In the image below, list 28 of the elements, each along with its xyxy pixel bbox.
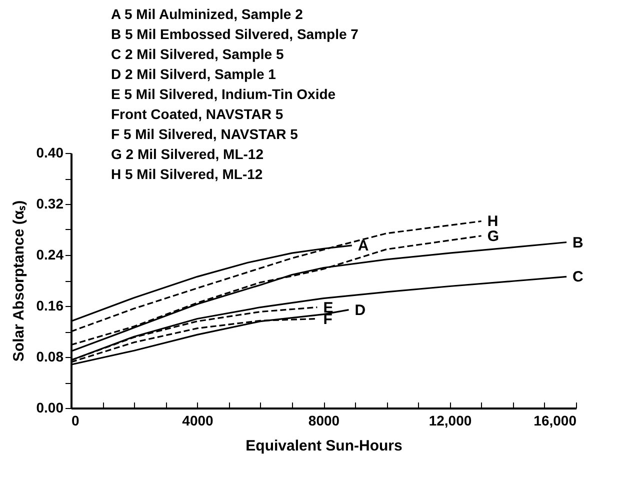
x-axis-title: Equivalent Sun-Hours [246,438,402,454]
text: C 2 Mil Silvered, Sample 5 [111,46,284,62]
series-label: D [354,302,366,319]
text: E 5 Mil Silvered, Indium-Tin Oxide [111,86,336,102]
y-tick-label: 0.00 [36,400,64,416]
series-label: G [487,228,499,245]
series-label: B [572,234,584,252]
series-label: A [358,237,369,254]
annotation: H 5 Mil Silvered, ML-12 [111,166,263,182]
y-tick-label: 0.32 [36,196,64,212]
y-axis-title: Solar Absorptance (αₛ) [10,200,28,362]
text: F 5 Mil Silvered, NAVSTAR 5 [111,126,298,142]
y-tick-label: 0.08 [36,348,64,364]
y-tick-label: 0.16 [36,298,64,314]
annotation: G 2 Mil Silvered, ML-12 [111,146,264,162]
x-tick-label: 4000 [182,412,214,428]
y-tick-label: 0.24 [36,246,64,262]
text: B 5 Mil Embossed Silvered, Sample 7 [111,26,359,42]
text: D 2 Mil Silverd, Sample 1 [111,66,276,82]
x-tick-label: 16,000 [534,412,577,428]
series-label: C [572,268,584,286]
x-tick-label: 12,000 [428,412,472,428]
y-tick-label: 0.40 [36,144,64,160]
x-tick-label: 8000 [308,412,340,428]
x-tick-label: 0 [72,412,80,428]
text: A 5 Mil Aulminized, Sample 2 [111,6,304,22]
text: Front Coated, NAVSTAR 5 [111,106,284,122]
series-label: H [487,213,498,230]
